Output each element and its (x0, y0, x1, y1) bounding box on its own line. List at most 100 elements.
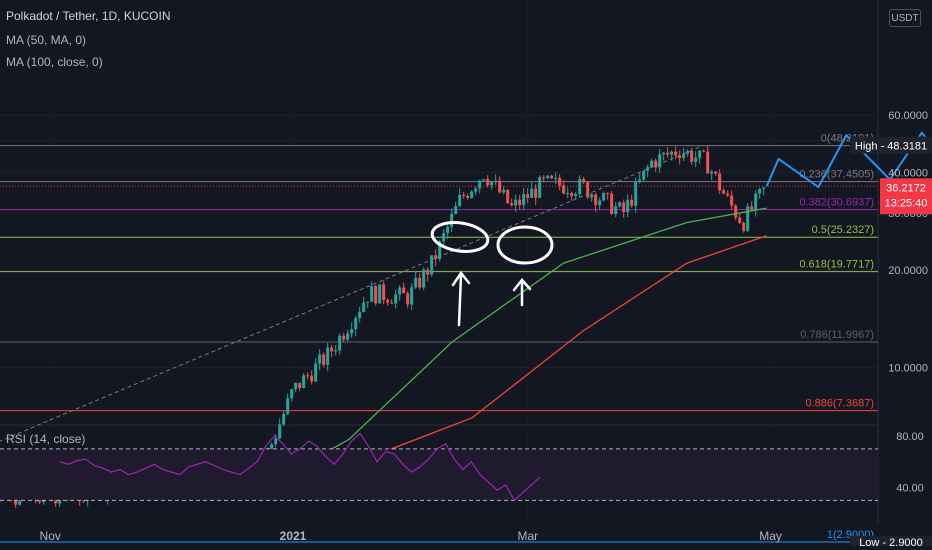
projection-path (765, 131, 932, 189)
rsi-panel: 80.00 40.00 (0, 431, 924, 502)
time-tick-label: Nov (40, 529, 61, 543)
candle-body (398, 287, 402, 295)
candle-body (306, 375, 310, 377)
candle-body (434, 255, 438, 260)
candle-body (698, 150, 702, 158)
candle-body (534, 188, 538, 198)
candle-body (682, 153, 686, 158)
candle-body (754, 193, 758, 210)
candle-body (454, 206, 458, 214)
candle-body (714, 171, 718, 174)
candle-body (450, 213, 454, 227)
candle-body (694, 157, 698, 162)
candle-body (526, 194, 530, 198)
candle-body (58, 499, 62, 504)
candle-body (646, 166, 650, 171)
candle-body (462, 194, 466, 197)
candle-body (298, 382, 302, 389)
candle-body (378, 284, 382, 304)
up-arrow-2 (512, 278, 532, 307)
candle-body (706, 151, 710, 174)
candle-body (518, 199, 522, 206)
candle-body (346, 333, 350, 340)
candle-body (602, 192, 606, 201)
candle-body (326, 347, 330, 365)
candle-body (598, 200, 602, 206)
candle-body (382, 284, 386, 300)
candle-body (478, 180, 482, 189)
candle-body (738, 217, 742, 223)
price-tag (880, 178, 932, 215)
candle-body (322, 354, 326, 365)
time-tick-label: May (759, 529, 782, 543)
candle-body (730, 195, 734, 206)
candle-body (386, 299, 390, 303)
fib-label-0.618: 0.618(19.7717) (799, 259, 874, 271)
candle-body (626, 199, 630, 213)
ma100-legend[interactable]: MA (100, close, 0) (6, 55, 103, 69)
candle-body (622, 202, 626, 213)
candle-body (486, 179, 490, 186)
low-tag (850, 535, 932, 546)
candle-body (642, 170, 646, 180)
candle-body (82, 499, 86, 502)
fib-label-0.886: 0.886(7.3687) (806, 398, 875, 410)
candle-body (638, 179, 642, 183)
candle-body (578, 179, 582, 195)
candle-body (570, 193, 574, 197)
low-tag-text: Low - 2.9000 (859, 537, 923, 549)
candle-body (442, 233, 446, 242)
candle-body (318, 354, 322, 364)
currency-button[interactable]: USDT (889, 9, 921, 27)
time-tick-label: 2021 (280, 529, 307, 543)
candle-body (278, 424, 282, 439)
candle-body (350, 329, 354, 334)
price-tick-label: 60.0000 (888, 110, 928, 122)
candle-body (334, 350, 338, 352)
candle-body (670, 151, 674, 155)
candle-body (466, 196, 470, 198)
candle-body (358, 311, 362, 318)
time-tick-label: Mar (517, 529, 538, 543)
candle-body (362, 302, 366, 312)
fib-label-0.786: 0.786(11.9967) (800, 329, 874, 341)
candle-body (314, 363, 318, 382)
candle-body (366, 301, 370, 303)
candle-body (394, 294, 398, 304)
candle-body (634, 182, 638, 206)
candle-body (734, 205, 738, 218)
candle-body (510, 203, 514, 206)
fib-label-0.382: 0.382(30.6937) (799, 197, 874, 209)
candle-body (522, 194, 526, 206)
candle-body (414, 277, 418, 288)
candle-body (470, 191, 474, 198)
price-tick-label: 20.0000 (888, 265, 928, 277)
candle-body (750, 206, 754, 210)
candle-body (614, 206, 618, 215)
price-tag-countdown: 13:25:40 (885, 197, 928, 209)
candle-body (310, 375, 314, 382)
candle-body (330, 347, 334, 352)
candle-body (482, 179, 486, 181)
rsi-legend[interactable]: RSI (14, close) (6, 432, 86, 446)
up-arrow-1 (451, 270, 471, 327)
candle-body (710, 171, 714, 174)
candle-body (618, 202, 622, 207)
fibonacci-retracement: 0(48.3181)0.236(37.4505)0.382(30.6937)0.… (0, 133, 878, 543)
candle-body (674, 151, 678, 156)
ma50-legend[interactable]: MA (50, MA, 0) (6, 33, 87, 47)
candle-body (666, 152, 670, 155)
candle-body (658, 154, 662, 168)
candle-body (746, 206, 750, 231)
candle-body (630, 199, 634, 206)
price-axis: 60.000050.000040.000030.000020.000010.00… (850, 110, 932, 549)
candle-body (458, 194, 462, 207)
candle-body (554, 177, 558, 179)
candle-body (702, 150, 706, 152)
candle-body (474, 188, 478, 192)
candle-body (550, 175, 554, 179)
candle-body (426, 269, 430, 275)
candle-body (494, 180, 498, 182)
rsi-tick-label: 80.00 (896, 431, 924, 443)
